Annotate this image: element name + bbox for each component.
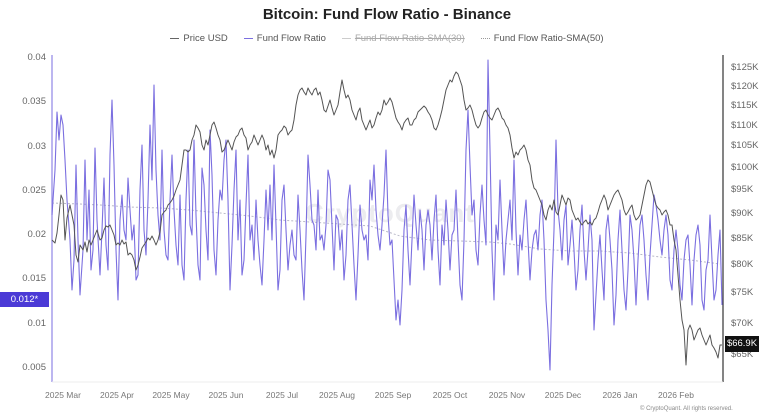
legend-label: Fund Flow Ratio-SMA(50) — [493, 33, 604, 44]
legend-label: Fund Flow Ratio-SMA(30) — [354, 33, 465, 44]
price-usd-line — [51, 71, 722, 366]
svg-text:$125K: $125K — [731, 62, 759, 73]
svg-text:$110K: $110K — [731, 120, 758, 131]
svg-text:2025 Nov: 2025 Nov — [489, 390, 526, 400]
svg-text:2025 Mar: 2025 Mar — [45, 390, 81, 400]
svg-text:0.005: 0.005 — [22, 362, 46, 373]
line-swatch-icon — [243, 38, 253, 39]
current-price-badge: $66.9K — [725, 336, 759, 352]
svg-text:0.03: 0.03 — [28, 141, 47, 152]
svg-text:0.04: 0.04 — [28, 52, 47, 63]
svg-text:2026 Jan: 2026 Jan — [603, 390, 638, 400]
legend-label: Price USD — [183, 33, 228, 44]
right-axis-ticks: $125K $120K $115K $110K $105K $100K $95K… — [731, 62, 759, 360]
chart-title: Bitcoin: Fund Flow Ratio - Binance — [262, 6, 512, 23]
svg-text:2025 Jun: 2025 Jun — [209, 390, 244, 400]
svg-text:2025 Oct: 2025 Oct — [433, 390, 468, 400]
line-swatch-icon — [341, 38, 351, 39]
chart-legend: Price USD Fund Flow Ratio Fund Flow Rati… — [0, 33, 774, 44]
svg-text:0.015: 0.015 — [22, 273, 46, 284]
svg-text:$120K: $120K — [731, 81, 759, 92]
svg-text:2025 Jul: 2025 Jul — [266, 390, 298, 400]
fund-flow-ratio-line — [51, 59, 723, 371]
left-axis-ticks: 0.04 0.035 0.03 0.025 0.02 0.015 0.01 0.… — [22, 52, 46, 373]
svg-text:$90K: $90K — [731, 208, 754, 219]
svg-text:2025 May: 2025 May — [152, 390, 190, 400]
svg-text:$75K: $75K — [731, 287, 754, 298]
x-axis-ticks: 2025 Mar 2025 Apr 2025 May 2025 Jun 2025… — [45, 390, 694, 400]
legend-item-fund-flow-ratio[interactable]: Fund Flow Ratio — [243, 33, 326, 44]
svg-text:$100K: $100K — [731, 162, 759, 173]
svg-text:2025 Dec: 2025 Dec — [545, 390, 582, 400]
legend-label: Fund Flow Ratio — [256, 33, 326, 44]
line-swatch-icon — [170, 38, 180, 39]
legend-item-sma50[interactable]: Fund Flow Ratio-SMA(50) — [480, 33, 604, 44]
svg-text:2026 Feb: 2026 Feb — [658, 390, 694, 400]
svg-text:$115K: $115K — [731, 100, 758, 111]
svg-text:0.035: 0.035 — [22, 96, 46, 107]
svg-text:$95K: $95K — [731, 184, 754, 195]
svg-text:2025 Apr: 2025 Apr — [100, 390, 134, 400]
legend-item-sma30[interactable]: Fund Flow Ratio-SMA(30) — [341, 33, 465, 44]
copyright-notice: © CryptoQuant. All rights reserved. — [640, 406, 733, 412]
svg-text:2025 Sep: 2025 Sep — [375, 390, 412, 400]
svg-text:$65K: $65K — [731, 349, 754, 360]
svg-text:$85K: $85K — [731, 233, 754, 244]
svg-text:0.02: 0.02 — [28, 229, 47, 240]
dotted-swatch-icon — [480, 38, 490, 39]
svg-text:2025 Aug: 2025 Aug — [319, 390, 355, 400]
current-ratio-badge: 0.012* — [0, 292, 49, 307]
svg-text:$105K: $105K — [731, 140, 759, 151]
legend-item-price[interactable]: Price USD — [170, 33, 228, 44]
svg-text:$70K: $70K — [731, 318, 754, 329]
svg-text:0.025: 0.025 — [22, 185, 46, 196]
svg-text:0.01: 0.01 — [28, 318, 47, 329]
svg-text:$80K: $80K — [731, 259, 754, 270]
